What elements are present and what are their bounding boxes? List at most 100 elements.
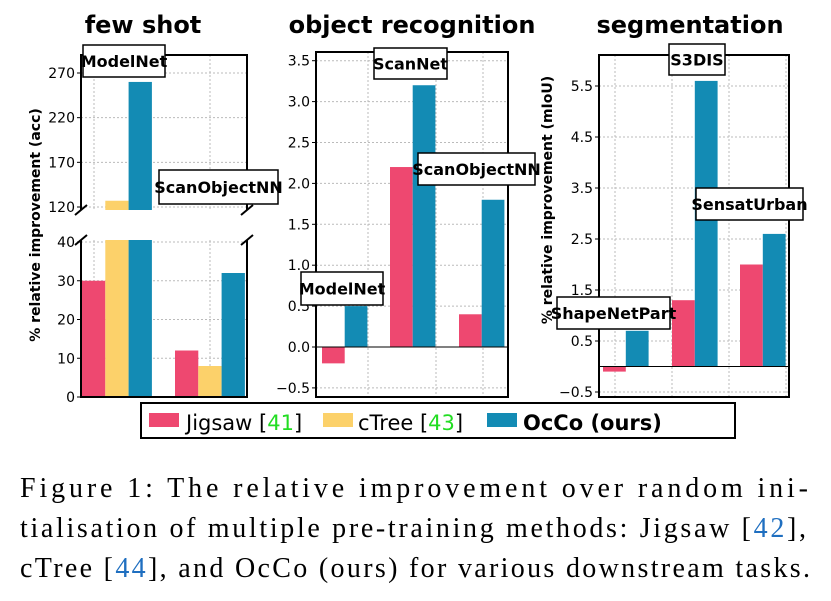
dataset-label-text: ScanNet bbox=[373, 55, 448, 74]
caption-text: ], bbox=[787, 513, 806, 544]
y-tick-label: 4.5 bbox=[571, 130, 593, 146]
y-tick-label: 220 bbox=[48, 111, 75, 127]
dataset-label: ModelNet bbox=[299, 271, 386, 306]
bar-Jigsaw bbox=[390, 167, 413, 347]
y-tick-label: 40 bbox=[57, 235, 75, 251]
bar-OcCo bbox=[344, 306, 368, 347]
caption-line: Figure 1: The relative improvement over … bbox=[20, 473, 808, 504]
panel-title: segmentation bbox=[596, 11, 783, 39]
y-tick-label: 120 bbox=[48, 200, 75, 216]
bar-OcCo bbox=[221, 273, 245, 397]
dataset-label: ShapeNetPart bbox=[551, 296, 677, 330]
legend-item-cTree: cTree [43] bbox=[323, 411, 463, 435]
y-tick-label: 2.0 bbox=[288, 176, 310, 192]
dataset-label-text: ModelNet bbox=[81, 52, 168, 71]
bar-cTree bbox=[105, 240, 129, 397]
dataset-label: S3DIS bbox=[668, 43, 726, 76]
legend-citation: 43 bbox=[428, 411, 455, 435]
dataset-label-box bbox=[300, 271, 384, 306]
legend-label-text: OcCo (ours) bbox=[523, 411, 662, 435]
y-tick-label: 1.5 bbox=[571, 283, 593, 299]
caption-text: tialisation of multiple pre-training met… bbox=[20, 513, 751, 544]
axis-frame-lower bbox=[80, 240, 248, 398]
bar-OcCo bbox=[128, 81, 152, 210]
bar-OcCo bbox=[694, 80, 718, 367]
axis-break-mark bbox=[240, 204, 254, 216]
bar-cTree bbox=[198, 366, 222, 397]
legend-label: OcCo (ours) bbox=[523, 411, 662, 435]
dataset-label: ScanObjectNN bbox=[412, 152, 541, 186]
dataset-label: SensatUrban bbox=[691, 187, 808, 221]
bar-Jigsaw bbox=[175, 350, 199, 397]
dataset-label-box bbox=[373, 47, 448, 80]
bar-OcCo bbox=[412, 85, 436, 348]
caption-citation: 42 bbox=[754, 513, 785, 544]
y-tick-label: 0.5 bbox=[571, 334, 593, 350]
bar-OcCo bbox=[481, 199, 505, 347]
y-tick-label: 270 bbox=[48, 66, 75, 82]
caption: Figure 1: The relative improvement over … bbox=[20, 473, 810, 584]
bar-Jigsaw bbox=[740, 264, 763, 367]
dataset-label: ScanObjectNN bbox=[154, 169, 283, 205]
legend-item-OcCo: OcCo (ours) bbox=[487, 411, 662, 435]
legend-bracket: ] bbox=[455, 411, 463, 435]
dataset-label-text: ShapeNetPart bbox=[551, 304, 677, 323]
dataset-label: ScanNet bbox=[373, 47, 448, 80]
panel-title: object recognition bbox=[289, 11, 536, 39]
y-tick-label: 3.5 bbox=[288, 54, 310, 70]
legend-item-Jigsaw: Jigsaw [41] bbox=[149, 411, 302, 435]
legend: Jigsaw [41] cTree [43] OcCo (ours) bbox=[140, 402, 736, 439]
y-tick-label: −0.5 bbox=[559, 385, 593, 401]
bar-Jigsaw bbox=[603, 366, 626, 372]
y-tick-label: 0 bbox=[66, 390, 75, 406]
bar-OcCo bbox=[128, 240, 152, 397]
legend-bracket: ] bbox=[294, 411, 302, 435]
bar-Jigsaw bbox=[459, 314, 482, 347]
dataset-label-text: ScanObjectNN bbox=[412, 160, 541, 179]
bar-Jigsaw bbox=[82, 280, 106, 397]
y-tick-label: 20 bbox=[57, 313, 75, 329]
y-tick-label: 1.5 bbox=[288, 217, 310, 233]
bar-cTree bbox=[105, 200, 129, 210]
dataset-label-box bbox=[695, 187, 804, 221]
caption-line: cTree [44], and OcCo (ours) for various … bbox=[20, 553, 810, 584]
bar-Jigsaw bbox=[672, 300, 695, 367]
y-tick-label: −0.5 bbox=[276, 381, 310, 397]
bar-Jigsaw bbox=[322, 347, 345, 364]
caption-text: ], and OcCo (ours) for various downstrea… bbox=[148, 553, 810, 584]
caption-citation: 44 bbox=[115, 553, 145, 584]
dataset-label-box bbox=[82, 44, 166, 78]
y-tick-label: 10 bbox=[57, 351, 75, 367]
y-tick-label: 0.0 bbox=[288, 340, 310, 356]
dataset-label: ModelNet bbox=[81, 44, 168, 78]
y-tick-label: 2.5 bbox=[288, 136, 310, 152]
bar-OcCo bbox=[762, 233, 786, 367]
y-tick-label: 5.5 bbox=[571, 79, 593, 95]
dataset-label-box bbox=[556, 296, 671, 330]
caption-line: tialisation of multiple pre-training met… bbox=[20, 513, 806, 544]
y-tick-label: 2.5 bbox=[571, 232, 593, 248]
legend-swatch bbox=[323, 413, 353, 427]
caption-text: Figure 1: The relative improvement over … bbox=[20, 473, 808, 504]
legend-label-text: cTree [ bbox=[358, 411, 428, 435]
dataset-label-text: S3DIS bbox=[670, 51, 723, 70]
y-tick-label: 3.0 bbox=[288, 95, 310, 111]
legend-swatch bbox=[149, 413, 179, 427]
dataset-label-box bbox=[668, 43, 726, 76]
dataset-label-text: ModelNet bbox=[299, 280, 386, 299]
y-tick-label: 1.0 bbox=[288, 258, 310, 274]
legend-citation: 41 bbox=[267, 411, 294, 435]
axis-break-mark bbox=[240, 234, 254, 246]
legend-label-text: Jigsaw [ bbox=[184, 411, 267, 435]
legend-label: Jigsaw [41] bbox=[184, 411, 302, 435]
legend-box bbox=[140, 402, 736, 439]
legend-label: cTree [43] bbox=[358, 411, 463, 435]
axis-break-mark bbox=[74, 204, 88, 216]
legend-swatch bbox=[487, 413, 517, 427]
dataset-label-box bbox=[417, 152, 536, 186]
bar-OcCo bbox=[625, 330, 649, 367]
y-axis-label: % relative improvement (mIoU) bbox=[540, 76, 556, 324]
axis-break-mark bbox=[74, 234, 88, 246]
panel-title: few shot bbox=[85, 11, 202, 39]
